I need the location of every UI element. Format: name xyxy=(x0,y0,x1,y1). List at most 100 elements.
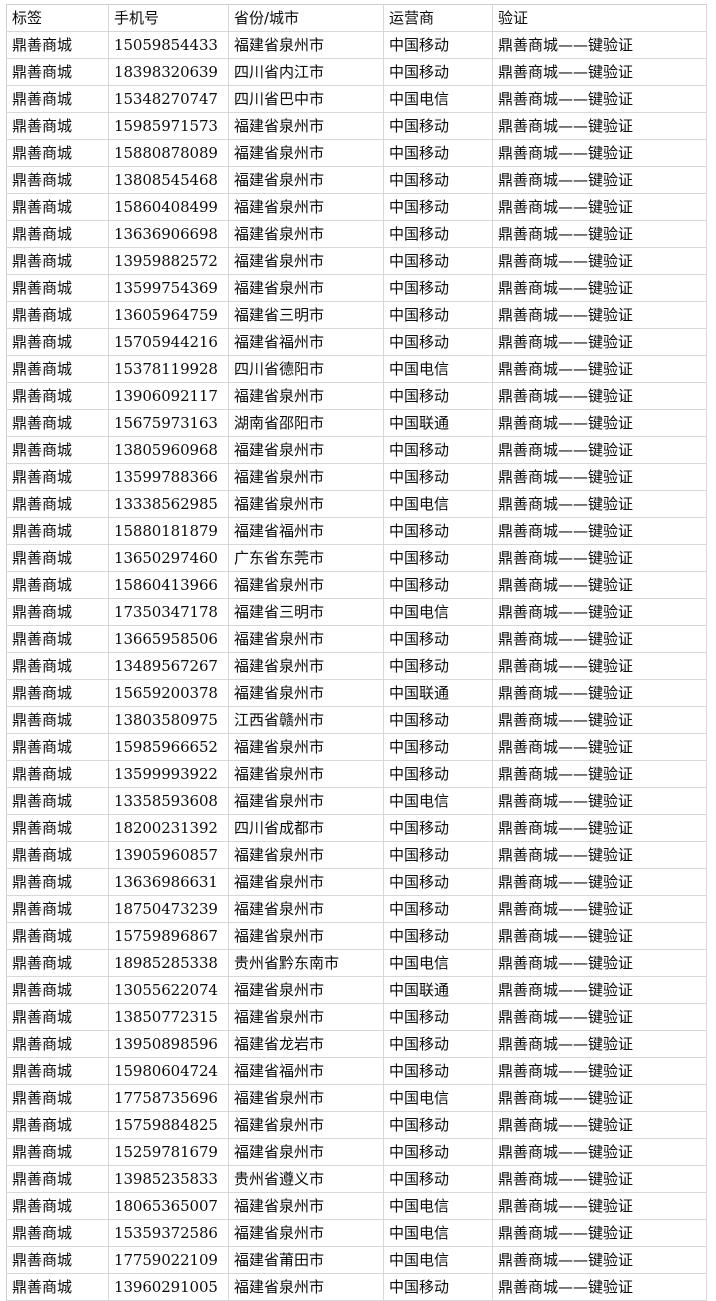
cell-verify[interactable]: 鼎善商城——键验证 xyxy=(492,922,707,950)
cell-phone[interactable]: 15980604724 xyxy=(108,1057,229,1085)
cell-region[interactable]: 福建省泉州市 xyxy=(228,679,384,707)
table-row[interactable]: 鼎善商城 15860413966 福建省泉州市 中国移动 鼎善商城——键验证 xyxy=(6,571,707,599)
table-row[interactable]: 鼎善商城 15659200378 福建省泉州市 中国联通 鼎善商城——键验证 xyxy=(6,679,707,707)
cell-region[interactable]: 福建省泉州市 xyxy=(228,760,384,788)
cell-region[interactable]: 福建省泉州市 xyxy=(228,274,384,302)
cell-tag[interactable]: 鼎善商城 xyxy=(6,247,109,275)
cell-tag[interactable]: 鼎善商城 xyxy=(6,193,109,221)
cell-carrier[interactable]: 中国移动 xyxy=(383,301,493,329)
cell-verify[interactable]: 鼎善商城——键验证 xyxy=(492,625,707,653)
cell-carrier[interactable]: 中国移动 xyxy=(383,193,493,221)
cell-verify[interactable]: 鼎善商城——键验证 xyxy=(492,112,707,140)
cell-phone[interactable]: 15359372586 xyxy=(108,1219,229,1247)
cell-region[interactable]: 福建省泉州市 xyxy=(228,571,384,599)
cell-region[interactable]: 福建省泉州市 xyxy=(228,1138,384,1166)
table-row[interactable]: 鼎善商城 15880878089 福建省泉州市 中国移动 鼎善商城——键验证 xyxy=(6,139,707,167)
cell-region[interactable]: 福建省泉州市 xyxy=(228,841,384,869)
cell-tag[interactable]: 鼎善商城 xyxy=(6,1219,109,1247)
table-row[interactable]: 鼎善商城 13960291005 福建省泉州市 中国移动 鼎善商城——键验证 xyxy=(6,1273,707,1301)
cell-carrier[interactable]: 中国移动 xyxy=(383,733,493,761)
cell-region[interactable]: 福建省泉州市 xyxy=(228,652,384,680)
cell-phone[interactable]: 15675973163 xyxy=(108,409,229,437)
table-row[interactable]: 鼎善商城 13599993922 福建省泉州市 中国移动 鼎善商城——键验证 xyxy=(6,760,707,788)
cell-phone[interactable]: 13055622074 xyxy=(108,976,229,1004)
table-row[interactable]: 鼎善商城 13905960857 福建省泉州市 中国移动 鼎善商城——键验证 xyxy=(6,841,707,869)
cell-verify[interactable]: 鼎善商城——键验证 xyxy=(492,841,707,869)
cell-tag[interactable]: 鼎善商城 xyxy=(6,976,109,1004)
cell-verify[interactable]: 鼎善商城——键验证 xyxy=(492,652,707,680)
cell-phone[interactable]: 18398320639 xyxy=(108,58,229,86)
cell-carrier[interactable]: 中国电信 xyxy=(383,355,493,383)
cell-tag[interactable]: 鼎善商城 xyxy=(6,463,109,491)
cell-verify[interactable]: 鼎善商城——键验证 xyxy=(492,355,707,383)
cell-region[interactable]: 福建省福州市 xyxy=(228,328,384,356)
cell-region[interactable]: 四川省成都市 xyxy=(228,814,384,842)
cell-region[interactable]: 福建省泉州市 xyxy=(228,625,384,653)
table-row[interactable]: 鼎善商城 13636986631 福建省泉州市 中国移动 鼎善商城——键验证 xyxy=(6,868,707,896)
table-row[interactable]: 鼎善商城 15705944216 福建省福州市 中国移动 鼎善商城——键验证 xyxy=(6,328,707,356)
cell-phone[interactable]: 15659200378 xyxy=(108,679,229,707)
cell-tag[interactable]: 鼎善商城 xyxy=(6,625,109,653)
column-header-tag[interactable]: 标签 xyxy=(6,4,109,32)
cell-verify[interactable]: 鼎善商城——键验证 xyxy=(492,166,707,194)
cell-carrier[interactable]: 中国移动 xyxy=(383,1057,493,1085)
cell-verify[interactable]: 鼎善商城——键验证 xyxy=(492,490,707,518)
cell-carrier[interactable]: 中国电信 xyxy=(383,787,493,815)
cell-phone[interactable]: 13905960857 xyxy=(108,841,229,869)
cell-carrier[interactable]: 中国联通 xyxy=(383,409,493,437)
cell-region[interactable]: 福建省泉州市 xyxy=(228,31,384,59)
cell-verify[interactable]: 鼎善商城——键验证 xyxy=(492,1030,707,1058)
cell-verify[interactable]: 鼎善商城——键验证 xyxy=(492,1111,707,1139)
cell-phone[interactable]: 13985235833 xyxy=(108,1165,229,1193)
table-row[interactable]: 鼎善商城 15985971573 福建省泉州市 中国移动 鼎善商城——键验证 xyxy=(6,112,707,140)
cell-carrier[interactable]: 中国移动 xyxy=(383,922,493,950)
cell-verify[interactable]: 鼎善商城——键验证 xyxy=(492,301,707,329)
cell-phone[interactable]: 13599993922 xyxy=(108,760,229,788)
cell-verify[interactable]: 鼎善商城——键验证 xyxy=(492,382,707,410)
cell-region[interactable]: 福建省泉州市 xyxy=(228,787,384,815)
cell-phone[interactable]: 13338562985 xyxy=(108,490,229,518)
cell-carrier[interactable]: 中国移动 xyxy=(383,652,493,680)
cell-phone[interactable]: 13665958506 xyxy=(108,625,229,653)
cell-region[interactable]: 福建省泉州市 xyxy=(228,382,384,410)
cell-carrier[interactable]: 中国移动 xyxy=(383,31,493,59)
table-row[interactable]: 鼎善商城 13489567267 福建省泉州市 中国移动 鼎善商城——键验证 xyxy=(6,652,707,680)
column-header-region[interactable]: 省份/城市 xyxy=(228,4,384,32)
table-row[interactable]: 鼎善商城 13906092117 福建省泉州市 中国移动 鼎善商城——键验证 xyxy=(6,382,707,410)
cell-phone[interactable]: 13636906698 xyxy=(108,220,229,248)
cell-region[interactable]: 福建省泉州市 xyxy=(228,220,384,248)
table-row[interactable]: 鼎善商城 13636906698 福建省泉州市 中国移动 鼎善商城——键验证 xyxy=(6,220,707,248)
cell-phone[interactable]: 13960291005 xyxy=(108,1273,229,1301)
cell-region[interactable]: 福建省泉州市 xyxy=(228,139,384,167)
cell-tag[interactable]: 鼎善商城 xyxy=(6,1030,109,1058)
table-row[interactable]: 鼎善商城 15675973163 湖南省邵阳市 中国联通 鼎善商城——键验证 xyxy=(6,409,707,437)
cell-carrier[interactable]: 中国电信 xyxy=(383,85,493,113)
cell-phone[interactable]: 13358593608 xyxy=(108,787,229,815)
table-row[interactable]: 鼎善商城 13959882572 福建省泉州市 中国移动 鼎善商城——键验证 xyxy=(6,247,707,275)
cell-tag[interactable]: 鼎善商城 xyxy=(6,85,109,113)
cell-region[interactable]: 福建省泉州市 xyxy=(228,868,384,896)
cell-verify[interactable]: 鼎善商城——键验证 xyxy=(492,193,707,221)
cell-carrier[interactable]: 中国移动 xyxy=(383,760,493,788)
cell-carrier[interactable]: 中国联通 xyxy=(383,976,493,1004)
table-row[interactable]: 鼎善商城 13985235833 贵州省遵义市 中国移动 鼎善商城——键验证 xyxy=(6,1165,707,1193)
cell-verify[interactable]: 鼎善商城——键验证 xyxy=(492,1165,707,1193)
cell-phone[interactable]: 13605964759 xyxy=(108,301,229,329)
cell-verify[interactable]: 鼎善商城——键验证 xyxy=(492,868,707,896)
cell-verify[interactable]: 鼎善商城——键验证 xyxy=(492,139,707,167)
cell-phone[interactable]: 13599754369 xyxy=(108,274,229,302)
cell-phone[interactable]: 13803580975 xyxy=(108,706,229,734)
cell-carrier[interactable]: 中国电信 xyxy=(383,1246,493,1274)
cell-tag[interactable]: 鼎善商城 xyxy=(6,58,109,86)
cell-region[interactable]: 福建省泉州市 xyxy=(228,463,384,491)
cell-carrier[interactable]: 中国移动 xyxy=(383,1003,493,1031)
cell-phone[interactable]: 15705944216 xyxy=(108,328,229,356)
cell-tag[interactable]: 鼎善商城 xyxy=(6,895,109,923)
cell-verify[interactable]: 鼎善商城——键验证 xyxy=(492,517,707,545)
cell-region[interactable]: 福建省泉州市 xyxy=(228,1219,384,1247)
cell-carrier[interactable]: 中国移动 xyxy=(383,1030,493,1058)
cell-tag[interactable]: 鼎善商城 xyxy=(6,733,109,761)
cell-region[interactable]: 福建省泉州市 xyxy=(228,733,384,761)
cell-region[interactable]: 福建省泉州市 xyxy=(228,193,384,221)
cell-verify[interactable]: 鼎善商城——键验证 xyxy=(492,760,707,788)
